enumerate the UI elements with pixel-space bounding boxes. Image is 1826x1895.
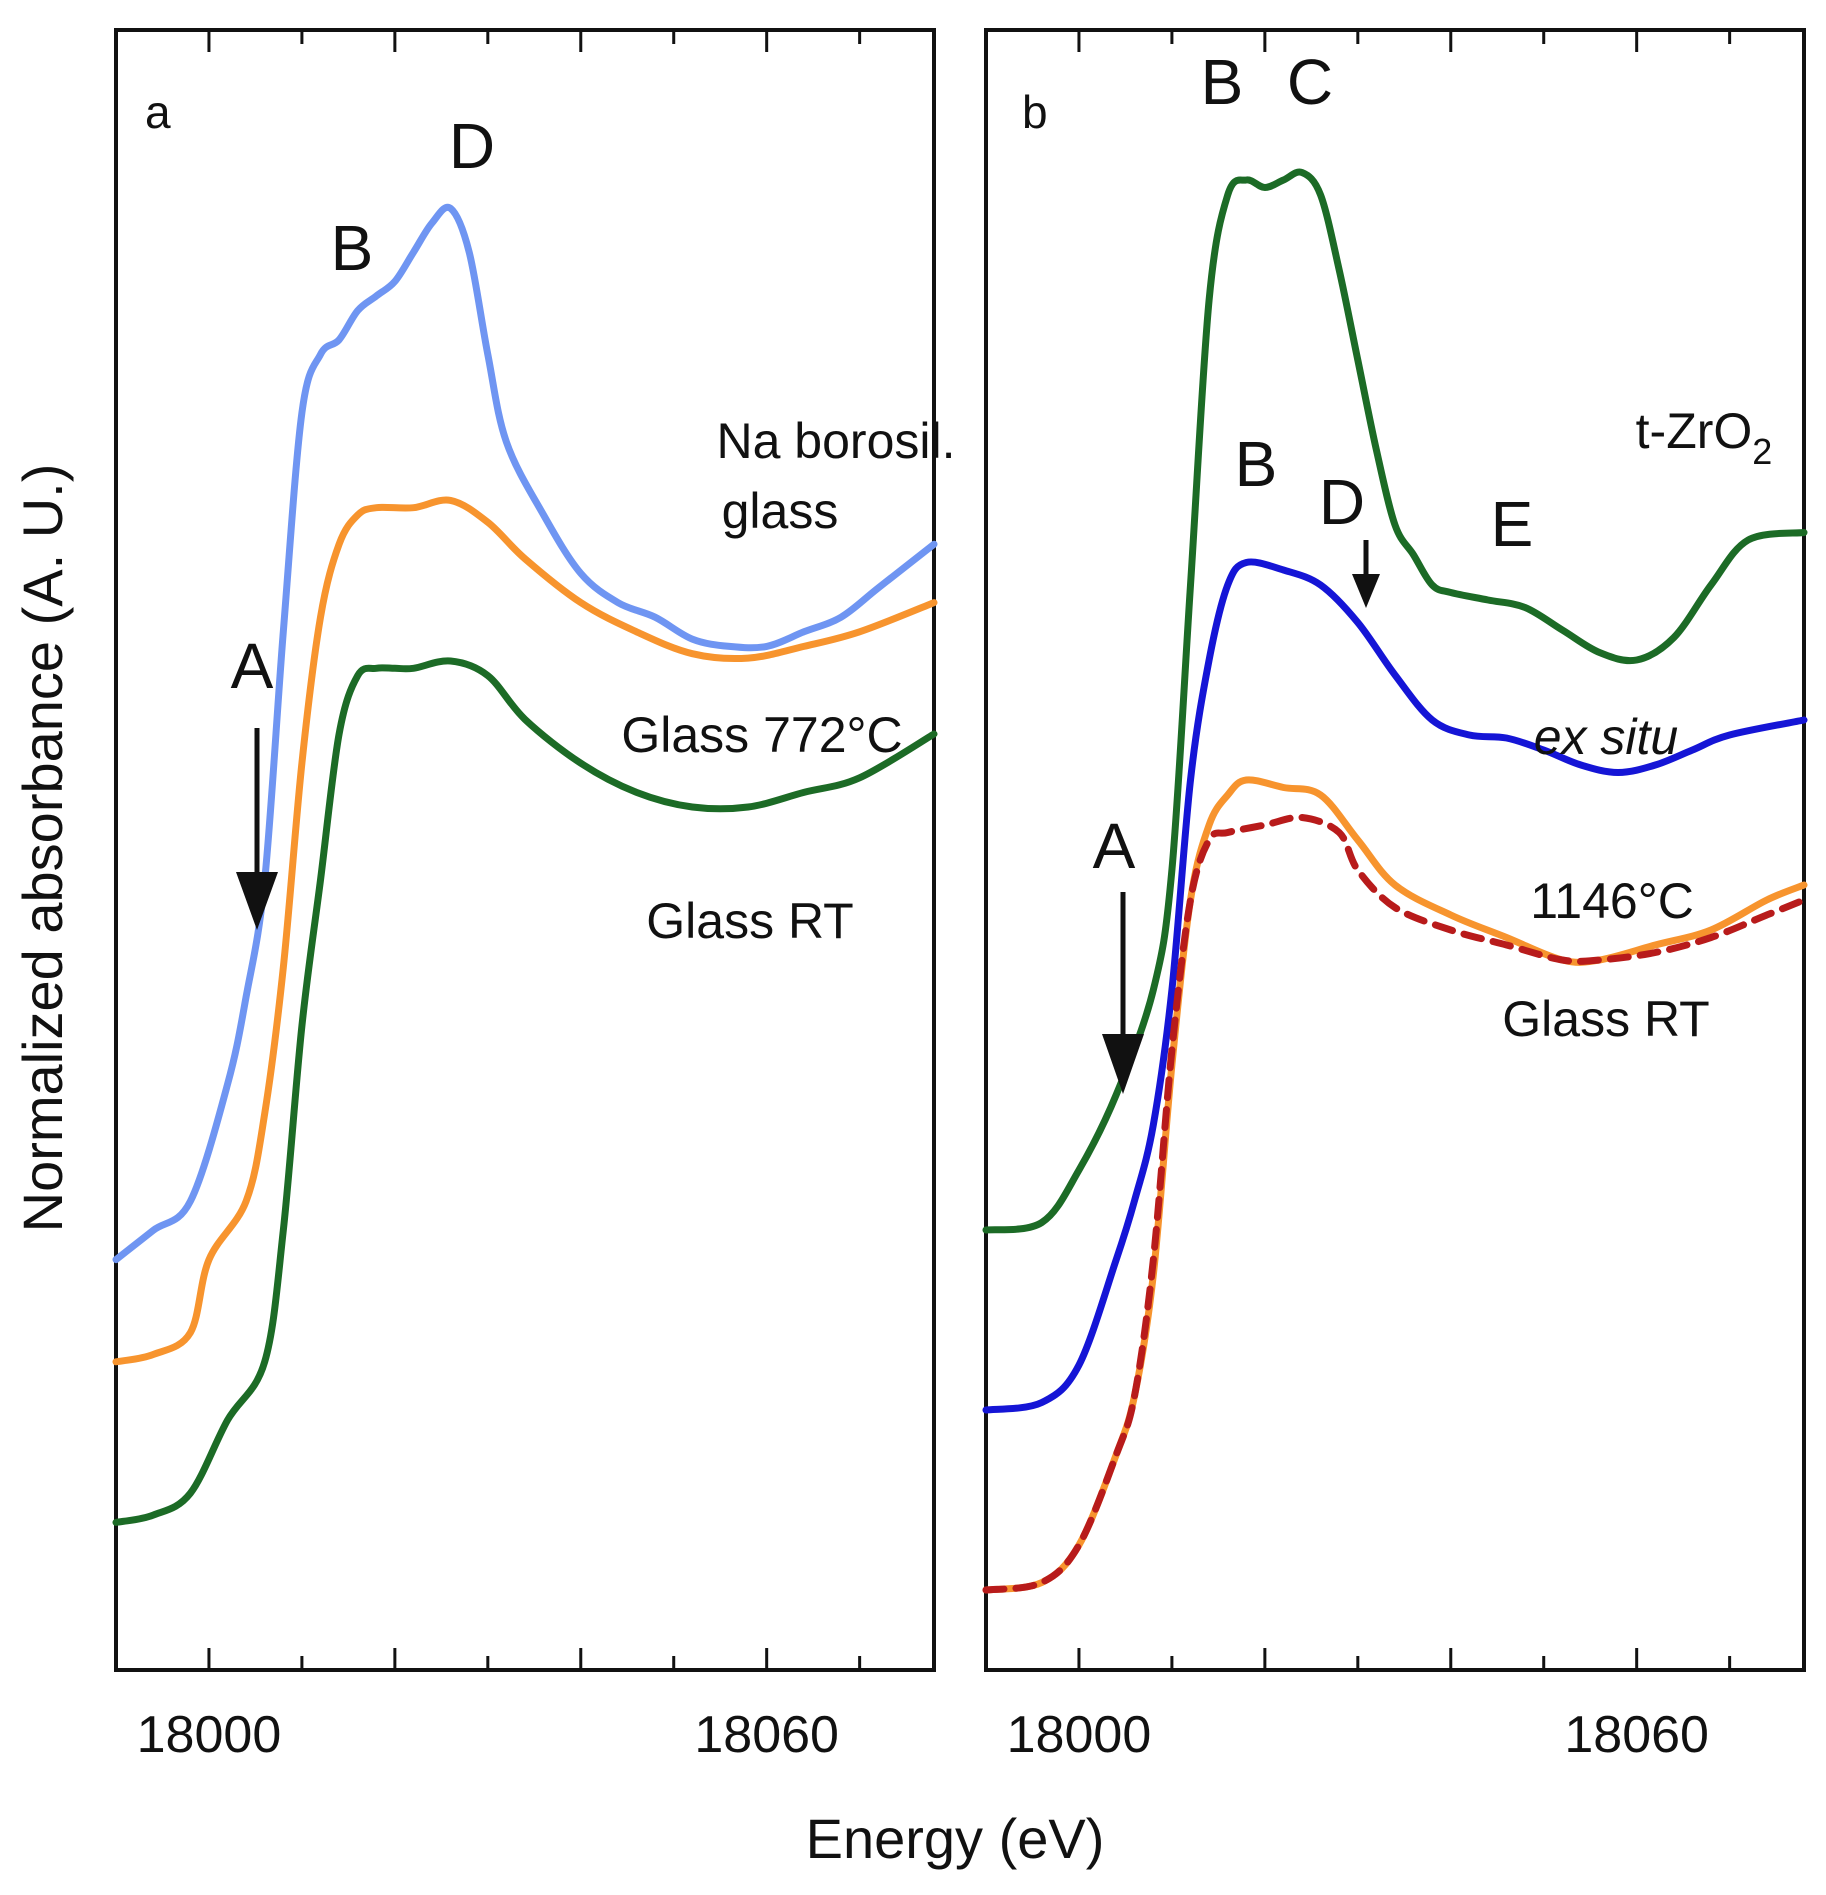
panel-a-series (112, 203, 938, 1526)
y-axis-label: Normalized absorbance (A. U.) (11, 464, 74, 1233)
panel-b-series-t-zro2 (982, 168, 1808, 1234)
peak-label-a-D: D (449, 110, 495, 182)
arrow-b-A-head (1102, 1034, 1144, 1094)
peak-label-b-A: A (1093, 810, 1136, 882)
x-axis-label: Energy (eV) (806, 1807, 1105, 1870)
panel-a-series-na-borosil-glass (112, 203, 938, 1264)
panel-b: b 18000 18060 A B C B D E t-ZrO2 ex situ … (982, 28, 1808, 1764)
panel-b-frame (984, 28, 1806, 1672)
panel-a-series-glass-772-c (112, 496, 938, 1366)
peak-label-b-E: E (1491, 488, 1534, 560)
panel-b-series-ex-situ (982, 558, 1808, 1414)
arrow-b-D-head (1352, 574, 1380, 608)
peak-label-a-B: B (331, 212, 374, 284)
panel-b-curve-labels: t-ZrO2 ex situ 1146°C Glass RT (1502, 403, 1772, 1047)
peak-label-b-C: C (1287, 46, 1333, 118)
panel-b-x-tick-label-18000: 18000 (1007, 1706, 1152, 1764)
curve-label-glass-rt-a: Glass RT (646, 893, 853, 949)
peak-label-b-D: D (1319, 466, 1365, 538)
panel-a-annotations: A B D (231, 110, 495, 930)
curve-label-t-zro2-sub: 2 (1752, 431, 1772, 472)
arrow-a-A-head (236, 872, 278, 930)
panel-a-x-tick-label-18060: 18060 (694, 1706, 839, 1764)
panel-b-letter: b (1022, 86, 1048, 138)
curve-label-t-zro2: t-ZrO2 (1636, 403, 1773, 472)
panel-a-ticks (114, 30, 862, 1670)
panel-b-tick-labels: 18000 18060 (1007, 1706, 1709, 1764)
curve-label-glass-rt-b: Glass RT (1502, 991, 1709, 1047)
panel-a-curve-labels: Na borosil. glass Glass 772°C Glass RT (621, 413, 955, 949)
curve-label-ex-situ: ex situ (1534, 709, 1679, 765)
panel-b-ticks (984, 30, 1732, 1670)
curve-label-glass-772: Glass 772°C (621, 707, 902, 763)
panel-a-letter: a (145, 86, 171, 138)
panel-a-series-glass-rt (112, 657, 938, 1526)
curve-label-na-borosil-line2: glass (722, 483, 839, 539)
panel-b-annotations: A B C B D E (1093, 46, 1534, 1094)
panel-a-x-tick-label-18000: 18000 (137, 1706, 282, 1764)
panel-a: a 18000 18060 A B D Na borosil. glass Gla… (112, 28, 956, 1764)
peak-label-b-B-mid: B (1235, 428, 1278, 500)
curve-label-1146: 1146°C (1530, 873, 1694, 929)
panel-a-frame (114, 28, 936, 1672)
panel-b-series (982, 168, 1808, 1594)
panel-b-x-tick-label-18060: 18060 (1564, 1706, 1709, 1764)
curve-label-na-borosil-line1: Na borosil. (717, 413, 956, 469)
curve-label-t-zro2-main: t-ZrO (1636, 403, 1753, 459)
peak-label-b-B-top: B (1201, 46, 1244, 118)
peak-label-a-A: A (231, 630, 274, 702)
panel-a-tick-labels: 18000 18060 (137, 1706, 839, 1764)
panel-b-series-glass-rt (982, 813, 1808, 1594)
